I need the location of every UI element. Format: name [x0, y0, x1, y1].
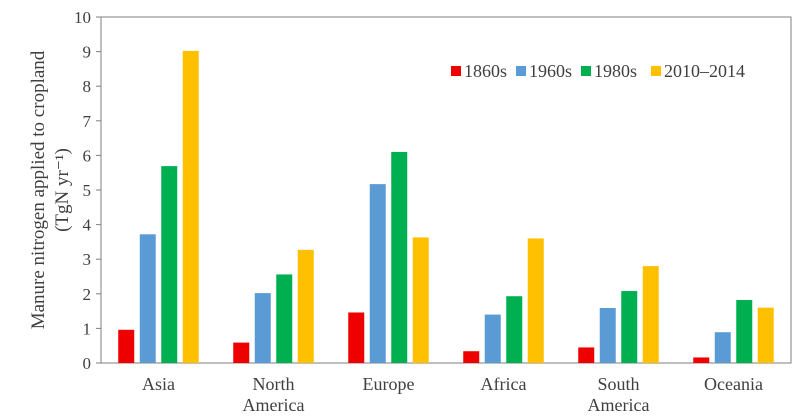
bar-1980s — [276, 274, 293, 363]
bar-1860s — [118, 329, 135, 363]
x-tick-label: Asia — [142, 374, 175, 394]
bar-1980s — [506, 296, 523, 363]
x-tick-label: Africa — [481, 374, 527, 394]
y-axis-title-line: (TgN yr⁻¹) — [52, 148, 73, 232]
y-tick-label: 1 — [83, 319, 92, 338]
bar-1980s — [161, 166, 178, 363]
y-tick-label: 4 — [83, 216, 92, 235]
bar-1960s — [139, 234, 156, 363]
x-tick-label: America — [588, 395, 650, 415]
y-tick-label: 8 — [83, 77, 92, 96]
legend-swatch — [651, 66, 661, 76]
legend-label: 1860s — [464, 61, 507, 81]
x-tick-label: South — [597, 374, 639, 394]
x-tick-label: North — [253, 374, 295, 394]
y-tick-label: 3 — [83, 250, 92, 269]
bar-2010-2014 — [182, 50, 199, 364]
bar-1860s — [578, 347, 595, 363]
bar-1860s — [463, 351, 480, 363]
y-axis-title: Manure nitrogen applied to cropland (TgN … — [28, 50, 73, 329]
bar-2010-2014 — [642, 266, 659, 363]
legend-swatch — [451, 66, 461, 76]
y-tick-label: 7 — [83, 112, 92, 131]
y-axis-title-line: Manure nitrogen applied to cropland — [28, 50, 49, 329]
bar-2010-2014 — [297, 249, 314, 363]
bar-2010-2014 — [527, 238, 544, 363]
bar-1980s — [391, 151, 408, 363]
bar-2010-2014 — [757, 307, 774, 363]
y-tick-label: 0 — [83, 354, 92, 373]
y-tick-label: 2 — [83, 285, 92, 304]
bar-1980s — [621, 291, 638, 363]
bar-2010-2014 — [412, 237, 429, 363]
bar-1860s — [233, 342, 250, 363]
legend-swatch — [516, 66, 526, 76]
legend: 1860s 1960s 1980s 2010–2014 — [451, 61, 745, 81]
x-tick-label: America — [243, 395, 305, 415]
bar-1960s — [484, 314, 501, 363]
x-tick-label: Oceania — [704, 374, 763, 394]
bar-1960s — [599, 307, 616, 363]
legend-swatch — [581, 66, 591, 76]
bar-1960s — [369, 184, 386, 363]
y-tick-label: 10 — [74, 8, 91, 27]
y-tick-label: 6 — [83, 146, 92, 165]
bar-1980s — [736, 300, 753, 363]
bar-series-group — [118, 50, 774, 364]
x-tick-label: Europe — [363, 374, 415, 394]
bar-1860s — [693, 357, 710, 363]
legend-label: 1960s — [529, 61, 572, 81]
y-tick-label: 9 — [83, 43, 92, 62]
y-axis: 0 1 2 3 4 5 6 7 8 9 10 — [74, 8, 792, 373]
bar-1860s — [348, 312, 365, 363]
legend-label: 2010–2014 — [664, 61, 745, 81]
legend-label: 1980s — [594, 61, 637, 81]
bar-1960s — [254, 293, 271, 363]
bar-1960s — [714, 332, 731, 363]
y-tick-label: 5 — [83, 181, 92, 200]
